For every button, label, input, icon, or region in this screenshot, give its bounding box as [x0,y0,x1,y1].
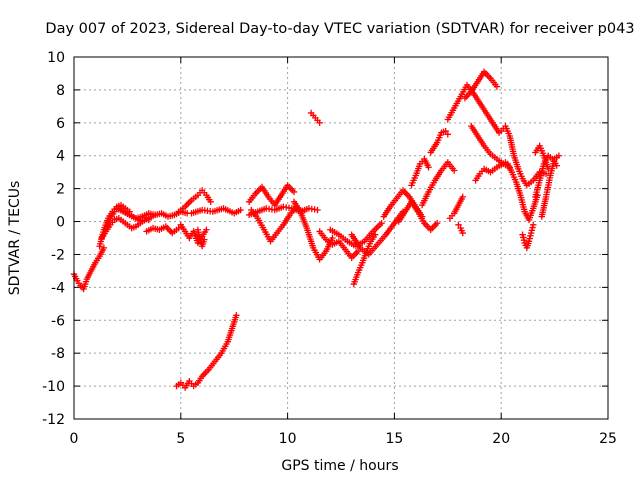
y-tick-label: -4 [51,280,65,296]
series-arc-12 [173,312,240,391]
x-tick-label: 25 [599,431,617,447]
series-arc-34 [504,160,541,224]
x-axis-label: GPS time / hours [281,458,398,474]
y-tick-label: -12 [42,412,65,428]
data-point [433,219,441,227]
x-tick-label: 15 [385,431,403,447]
data-point [493,83,501,90]
data-point [378,219,385,227]
data-point [237,206,244,214]
data-point [459,229,466,237]
x-tick-label: 20 [492,431,510,447]
series-arc-13 [245,182,298,209]
series-arc-11 [188,205,244,217]
y-tick-label: -2 [51,247,65,263]
series-arc-17 [316,228,362,261]
series-arc-18 [307,109,323,127]
data-point [425,164,432,171]
data-point [203,226,210,233]
data-point [371,231,379,238]
y-tick-label: 2 [56,182,65,198]
y-tick-label: 4 [56,149,65,165]
series-arc-08 [175,187,214,215]
data-point [175,224,182,232]
series-arc-10 [194,226,208,250]
series-arc-09 [177,221,210,247]
y-tick-label: 8 [56,83,65,99]
series-arc-27 [446,193,466,222]
y-tick-label: -8 [51,346,65,362]
series-arc-24 [408,155,432,189]
data-point [354,247,362,255]
series-arc-37 [532,142,552,173]
data-point [555,152,563,159]
series-arc-30 [461,68,501,102]
series-arc-28 [455,221,466,237]
data-points [70,68,563,391]
series-arc-03 [98,215,144,242]
series-arc-26 [427,127,451,156]
x-tick-label: 0 [70,431,79,447]
series-arc-21 [350,231,379,288]
data-point [444,131,451,138]
data-point [455,221,462,229]
data-point [100,244,108,252]
series-arc-33 [498,122,550,189]
data-point [201,236,208,243]
series-arc-38 [538,152,563,220]
y-tick-label: -6 [51,313,65,329]
series-arc-25 [418,159,458,209]
data-point [459,193,466,201]
series-arc-23 [395,198,441,233]
series-arc-35 [519,221,537,252]
data-point [442,127,449,135]
series-arc-16 [290,198,336,263]
chart-title: Day 007 of 2023, Sidereal Day-to-day VTE… [45,21,634,37]
series-arc-31 [468,122,513,171]
series-arc-32 [472,159,509,184]
series-arc-29 [444,81,503,136]
data-point [451,167,458,174]
y-tick-label: 6 [56,116,65,132]
data-point [316,119,323,127]
data-point [233,312,240,319]
x-tick-label: 10 [279,431,297,447]
y-tick-label: 0 [56,215,65,231]
data-point [530,221,537,229]
data-point [207,198,214,205]
y-tick-label: -10 [42,379,65,395]
y-tick-label: 10 [47,50,65,66]
data-point [329,234,336,242]
data-point [290,188,298,196]
plot-frame [73,56,609,420]
y-axis-label: SDTVAR / TECUs [7,181,23,296]
axis-ticks: 0 5 10 15 20 25 -12 -10 -8 -6 -4 -2 0 2 4 6 8 10 [42,50,617,447]
x-tick-label: 5 [176,431,185,447]
series-arc-07 [143,223,182,237]
series-arc-01 [70,244,108,293]
data-point [314,206,321,214]
